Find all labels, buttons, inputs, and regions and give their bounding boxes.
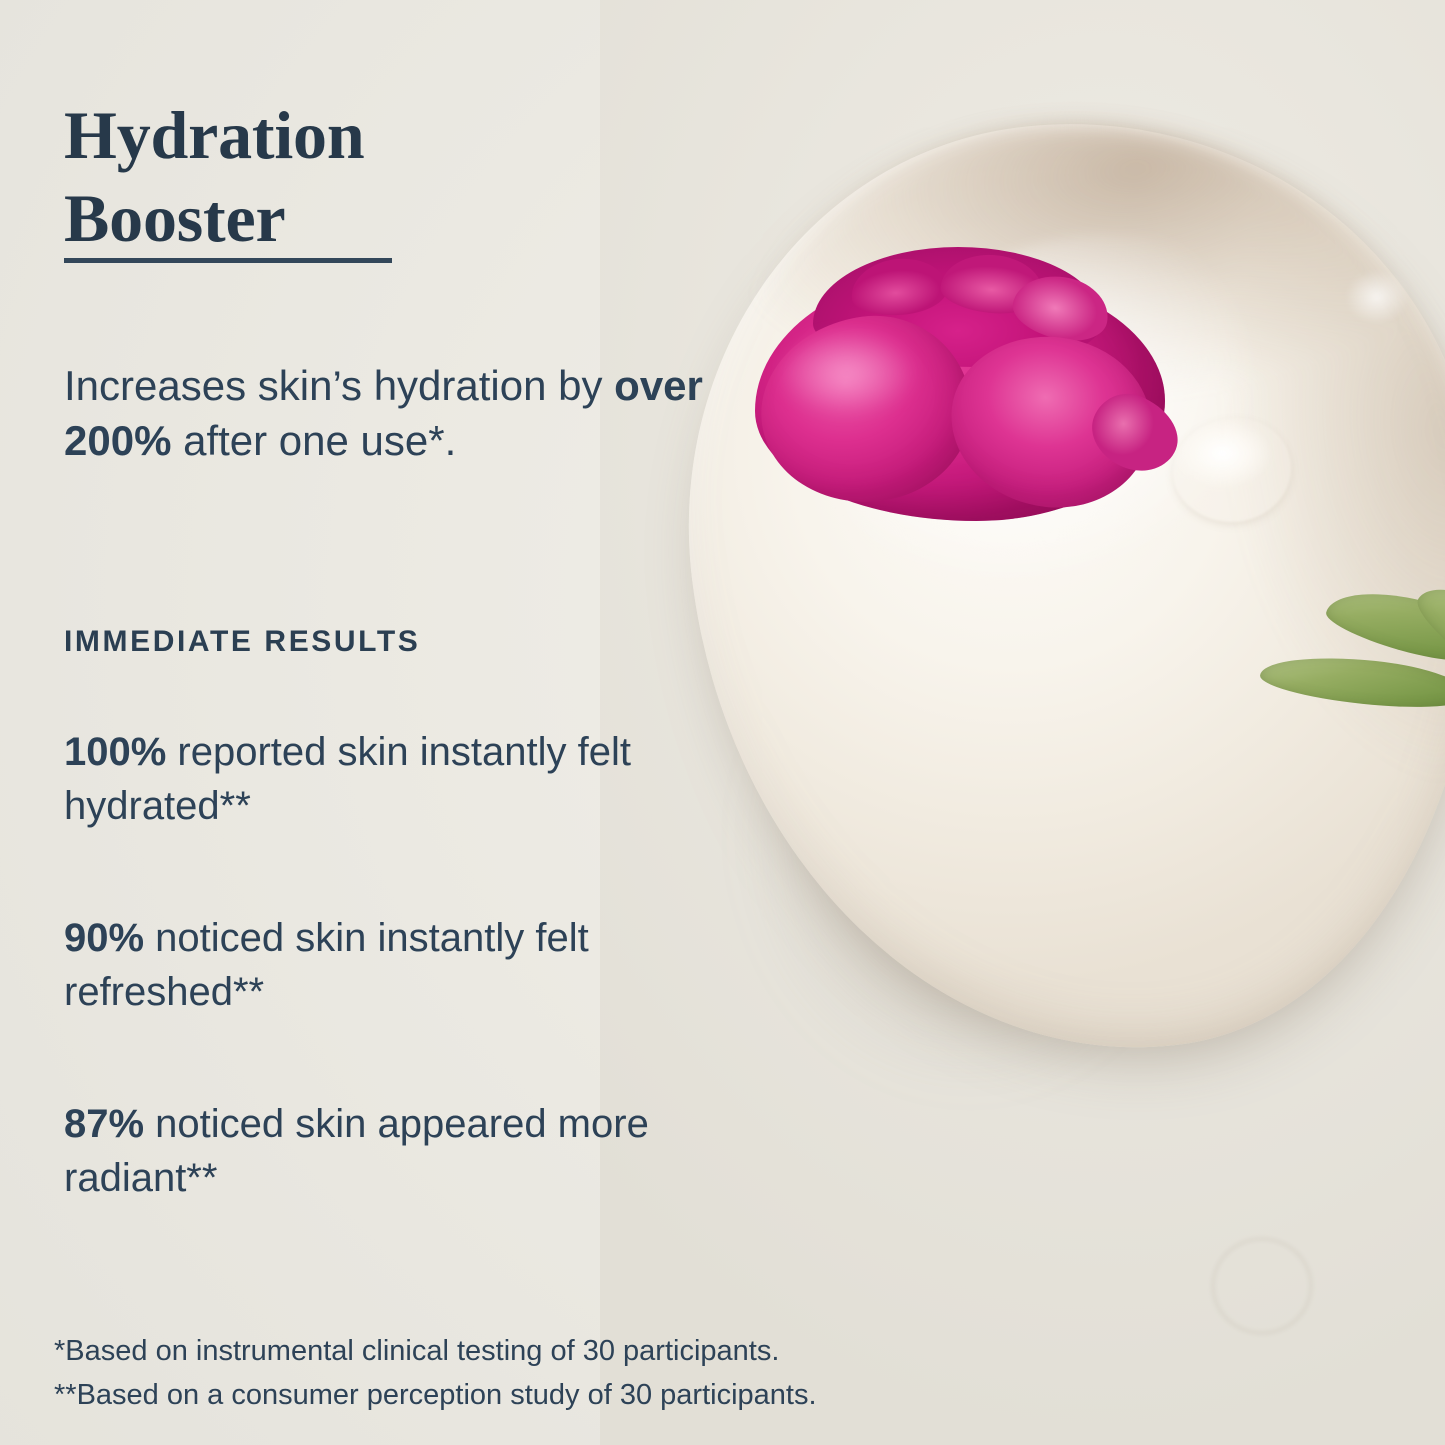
footnote-2: **Based on a consumer perception study o… xyxy=(54,1378,817,1411)
result-value-2: 90% xyxy=(64,916,145,960)
product-photograph xyxy=(600,0,1445,1445)
claim-text-after: after one use*. xyxy=(171,417,457,465)
claim-emphasis: over 200% xyxy=(64,362,703,465)
footnotes: *Based on instrumental clinical testing … xyxy=(54,1330,1014,1417)
water-droplet-small xyxy=(1345,270,1409,324)
result-item-2: 90% noticed skin instantly felt refreshe… xyxy=(64,912,724,1019)
results-heading: IMMEDIATE RESULTS xyxy=(64,624,421,658)
result-text-3: noticed skin appeared more radiant** xyxy=(64,1102,649,1200)
result-item-1: 100% reported skin instantly felt hydrat… xyxy=(64,726,724,833)
serum-droplet xyxy=(1173,418,1291,522)
product-claim: Increases skin’s hydration by over 200% … xyxy=(64,358,754,469)
footnote-1: *Based on instrumental clinical testing … xyxy=(54,1335,780,1367)
result-item-3: 87% noticed skin appeared more radiant** xyxy=(64,1098,724,1205)
title-line-1: Hydration xyxy=(64,96,365,173)
marketing-copy: Hydration Booster Increases skin’s hydra… xyxy=(54,94,817,1411)
rose-bloom xyxy=(749,225,1190,525)
title-divider xyxy=(64,258,392,263)
rose-highlight xyxy=(775,329,955,449)
result-value-1: 100% xyxy=(64,730,167,774)
page-title: Hydration Booster xyxy=(64,94,704,260)
claim-text-before: Increases skin’s hydration by xyxy=(64,362,615,409)
result-text-2: noticed skin instantly felt refreshed** xyxy=(64,916,589,1014)
title-line-2: Booster xyxy=(64,179,286,256)
water-droplet-ring xyxy=(1212,1238,1312,1334)
result-value-3: 87% xyxy=(64,1102,145,1146)
result-text-1: reported skin instantly felt hydrated** xyxy=(64,730,631,828)
